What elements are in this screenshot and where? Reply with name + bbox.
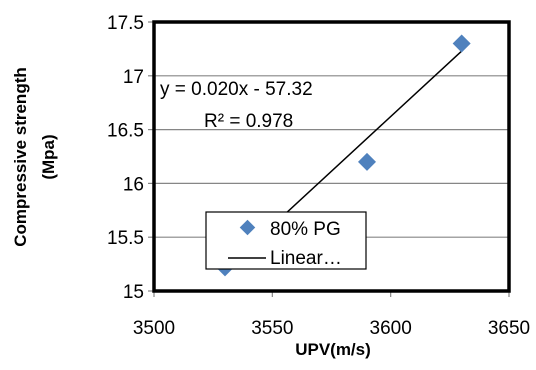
trendline-equation: y = 0.020x - 57.32 [160,79,313,100]
y-tick-label: 16.5 [107,121,144,142]
y-tick-label: 17 [123,67,144,88]
x-tick-labels: 3500 3550 3600 3650 [133,318,530,339]
data-point [358,152,376,171]
y-tick-label: 17.5 [107,13,144,34]
y-axis-label-line-2: (Mpa) [39,134,58,179]
x-tick-label: 3600 [370,318,412,339]
data-point [452,34,471,53]
legend: 80% PG Linear… [205,211,367,270]
legend-box [205,211,367,270]
y-tick-label: 16 [123,174,144,195]
y-tick-labels: 15 15.5 16 16.5 17 17.5 [107,13,144,303]
trendline-r-squared: R² = 0.978 [204,111,293,132]
x-tick-label: 3650 [488,318,530,339]
legend-marker-diamond [239,219,256,236]
legend-label-trendline: Linear… [270,248,342,269]
plot-area-border [152,20,511,293]
y-tick-label: 15 [123,282,144,303]
x-axis-label: UPV(m/s) [295,340,371,359]
x-tick-label: 3550 [251,318,293,339]
y-tick-label: 15.5 [107,228,144,249]
x-tick-label: 3500 [133,318,175,339]
legend-label-series: 80% PG [270,219,341,240]
y-axis-label-line-1: Compressive strength [11,67,30,247]
